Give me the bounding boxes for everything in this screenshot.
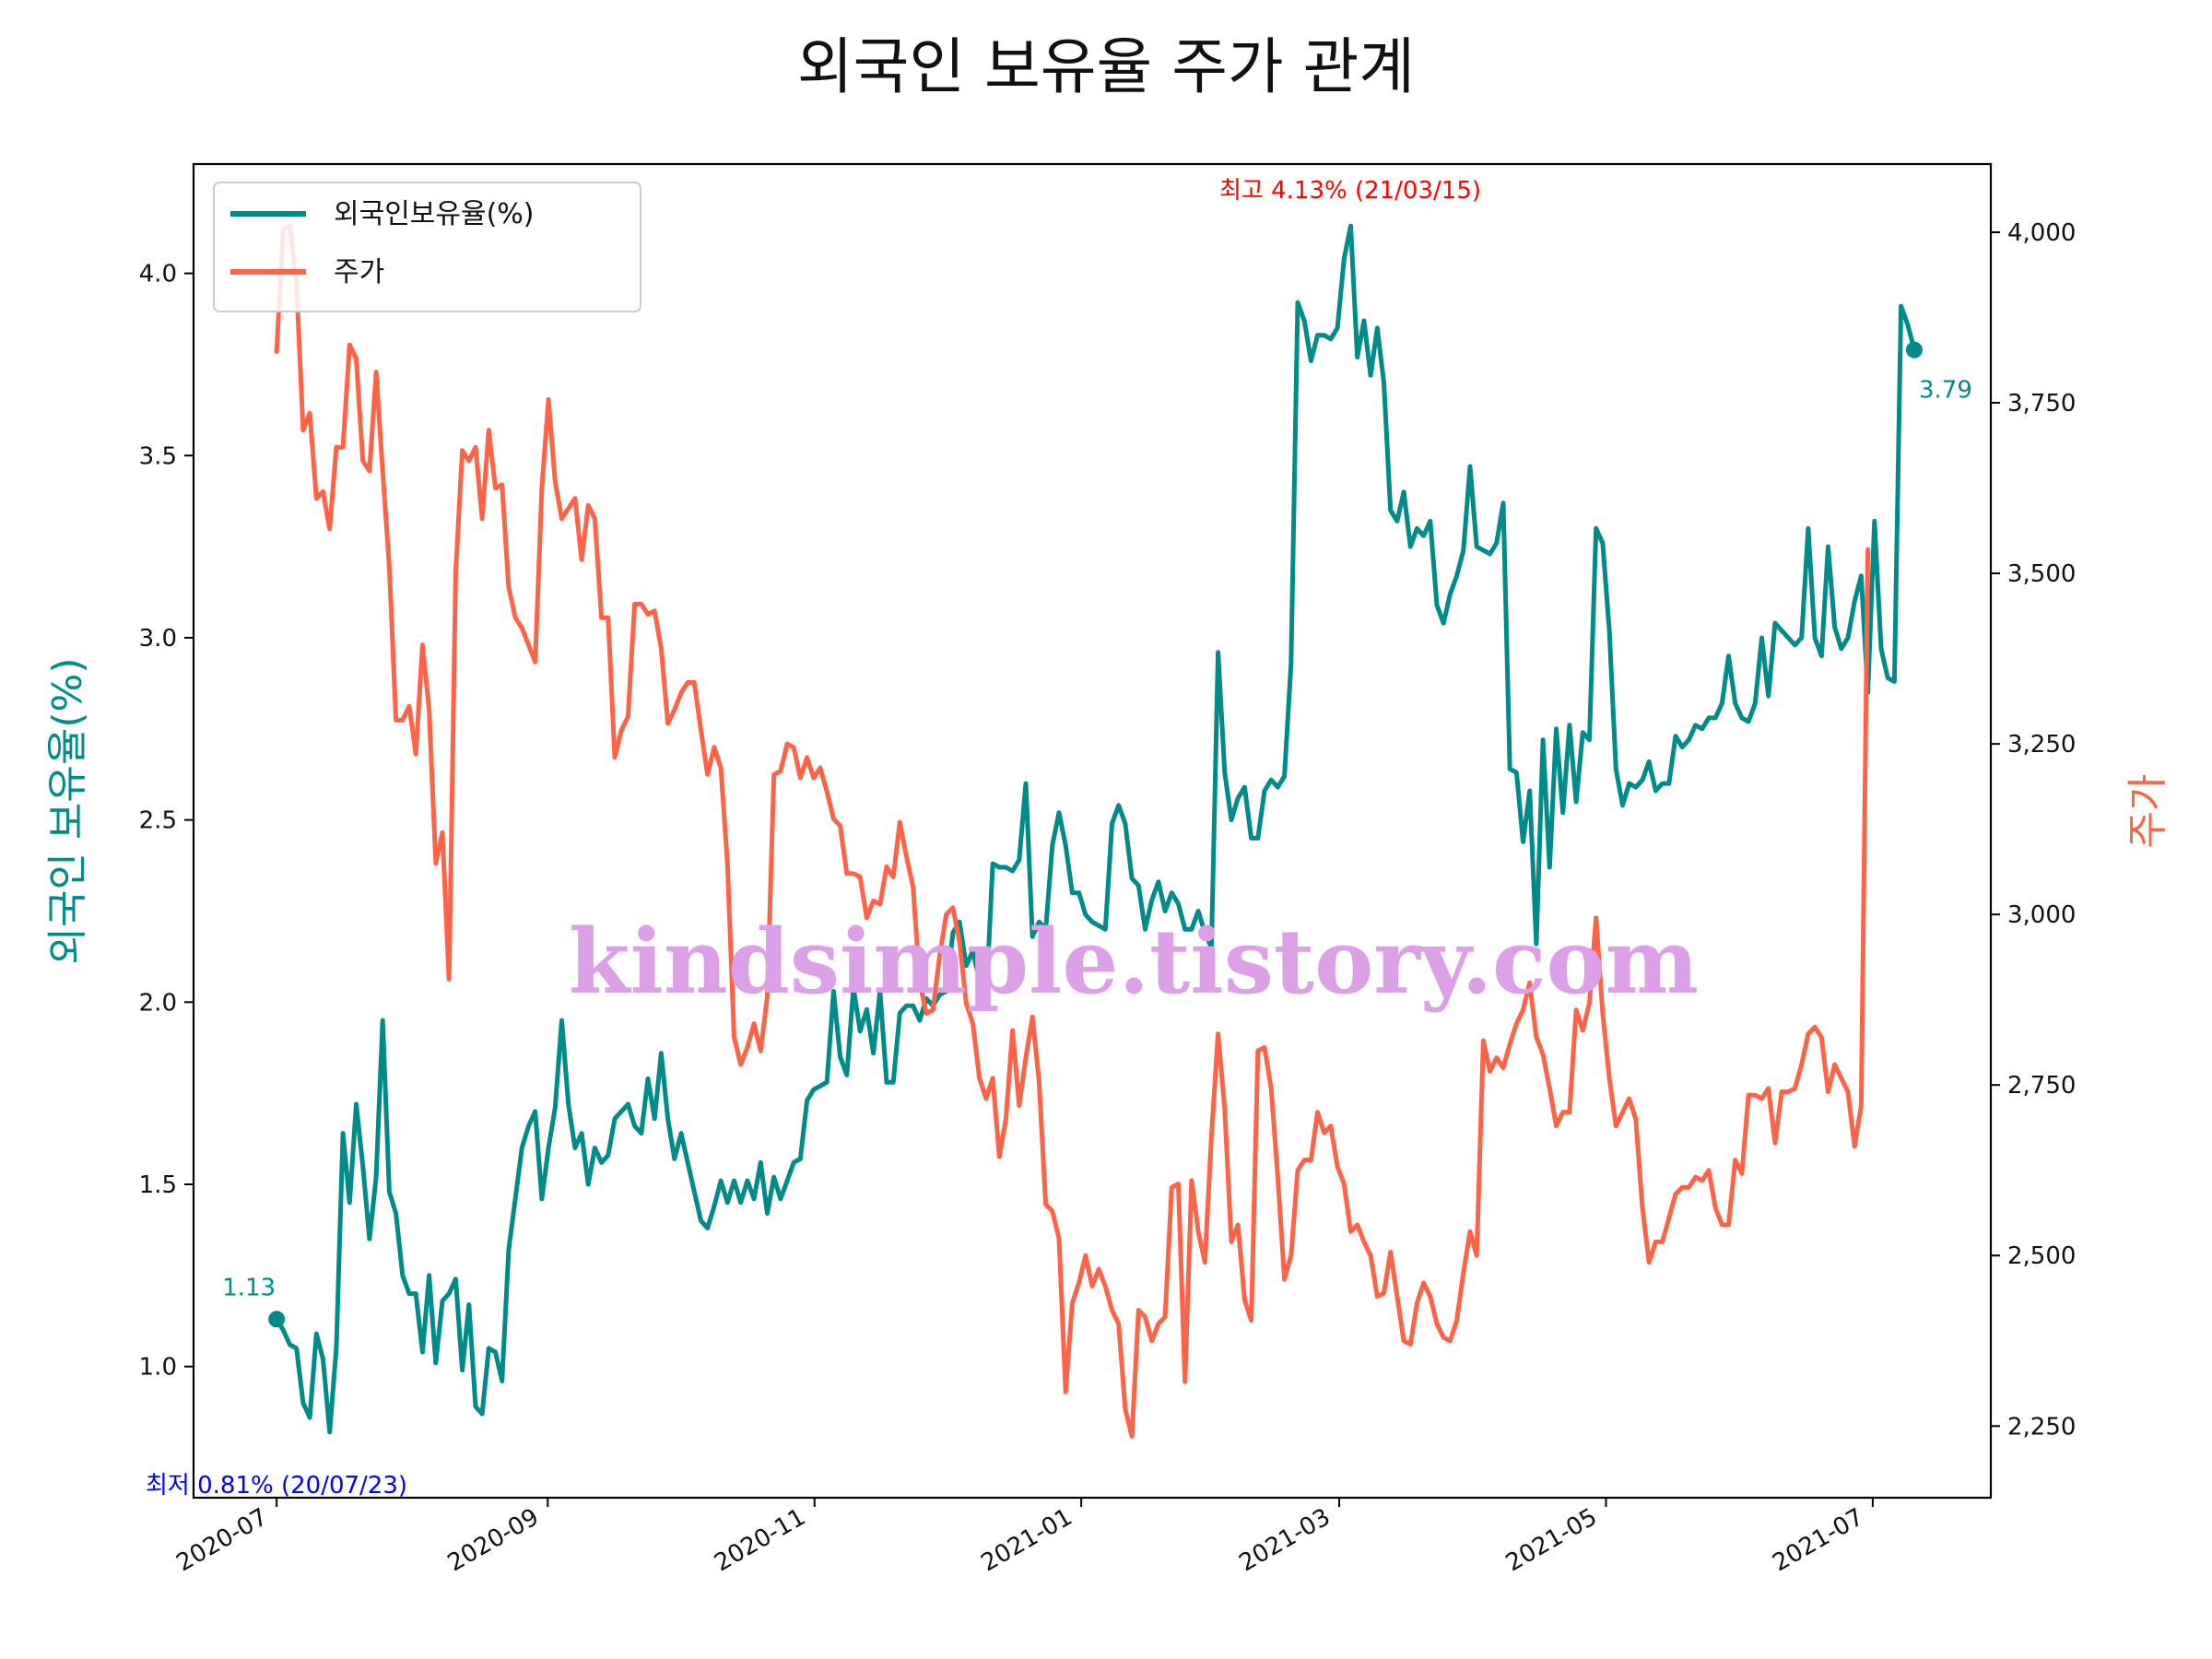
y-right-tick-label: 2,750	[2007, 1072, 2076, 1100]
marker-layer: 1.13 3.79	[222, 341, 1972, 1328]
y-right-tick-label: 2,250	[2007, 1413, 2076, 1441]
legend-label-price: 주가	[334, 256, 384, 288]
x-tick-label: 2020-09	[443, 1503, 544, 1577]
y-left-tick-label: 3.0	[139, 625, 177, 653]
x-tick-label: 2020-07	[172, 1503, 273, 1577]
series-layer	[274, 223, 1917, 1439]
y-left-tick-label: 1.5	[139, 1171, 177, 1199]
y-left-tick-label: 2.0	[139, 989, 177, 1017]
y-axis-right: 2,250 2,500 2,750 3,000 3,250 3,500 3,750 4,000	[1991, 219, 2076, 1441]
legend-box	[213, 182, 641, 312]
data-label: 1.13	[222, 1274, 276, 1301]
y-axis-right-label: 주가	[2124, 774, 2171, 849]
y-left-tick-label: 4.0	[139, 261, 177, 288]
y-right-tick-label: 3,500	[2007, 560, 2076, 588]
y-axis-left: 1.0 1.5 2.0 2.5 3.0 3.5 4.0	[139, 261, 194, 1382]
data-marker	[268, 1311, 286, 1328]
y-axis-left-label: 외국인 보유율(%)	[44, 657, 91, 964]
x-axis: 2020-07 2020-09 2020-11 2021-01 2021-03 2021-…	[172, 1498, 1874, 1577]
chart-title: 외국인 보유율 주가 관계	[797, 31, 1415, 102]
y-left-tick-label: 1.0	[139, 1354, 177, 1382]
y-right-tick-label: 3,250	[2007, 731, 2076, 759]
data-marker	[1905, 341, 1923, 359]
y-left-tick-label: 2.5	[139, 807, 177, 835]
x-tick-label: 2020-11	[710, 1503, 810, 1577]
x-tick-label: 2021-07	[1768, 1503, 1868, 1577]
y-right-tick-label: 3,000	[2007, 901, 2076, 929]
y-right-tick-label: 2,500	[2007, 1242, 2076, 1270]
legend: 외국인보유율(%) 주가	[213, 182, 641, 312]
watermark: kindsimple.tistory.com	[569, 910, 1699, 1014]
y-right-tick-label: 4,000	[2007, 219, 2076, 247]
series-line-price	[274, 223, 1871, 1439]
y-right-tick-label: 3,750	[2007, 390, 2076, 418]
y-left-tick-label: 3.5	[139, 442, 177, 470]
series-line-foreign-ratio	[1507, 303, 1917, 947]
plot-frame	[192, 162, 1993, 1500]
x-tick-label: 2021-01	[977, 1503, 1077, 1577]
series-line-foreign-ratio	[274, 223, 1512, 1435]
legend-label-foreign: 외국인보유율(%)	[334, 198, 535, 230]
data-label: 3.79	[1919, 377, 1972, 405]
x-tick-label: 2021-03	[1234, 1503, 1335, 1577]
x-tick-label: 2021-05	[1501, 1503, 1602, 1577]
max-annotation: 최고 4.13% (21/03/15)	[1219, 177, 1481, 205]
min-annotation: 최저 0.81% (20/07/23)	[146, 1472, 407, 1500]
